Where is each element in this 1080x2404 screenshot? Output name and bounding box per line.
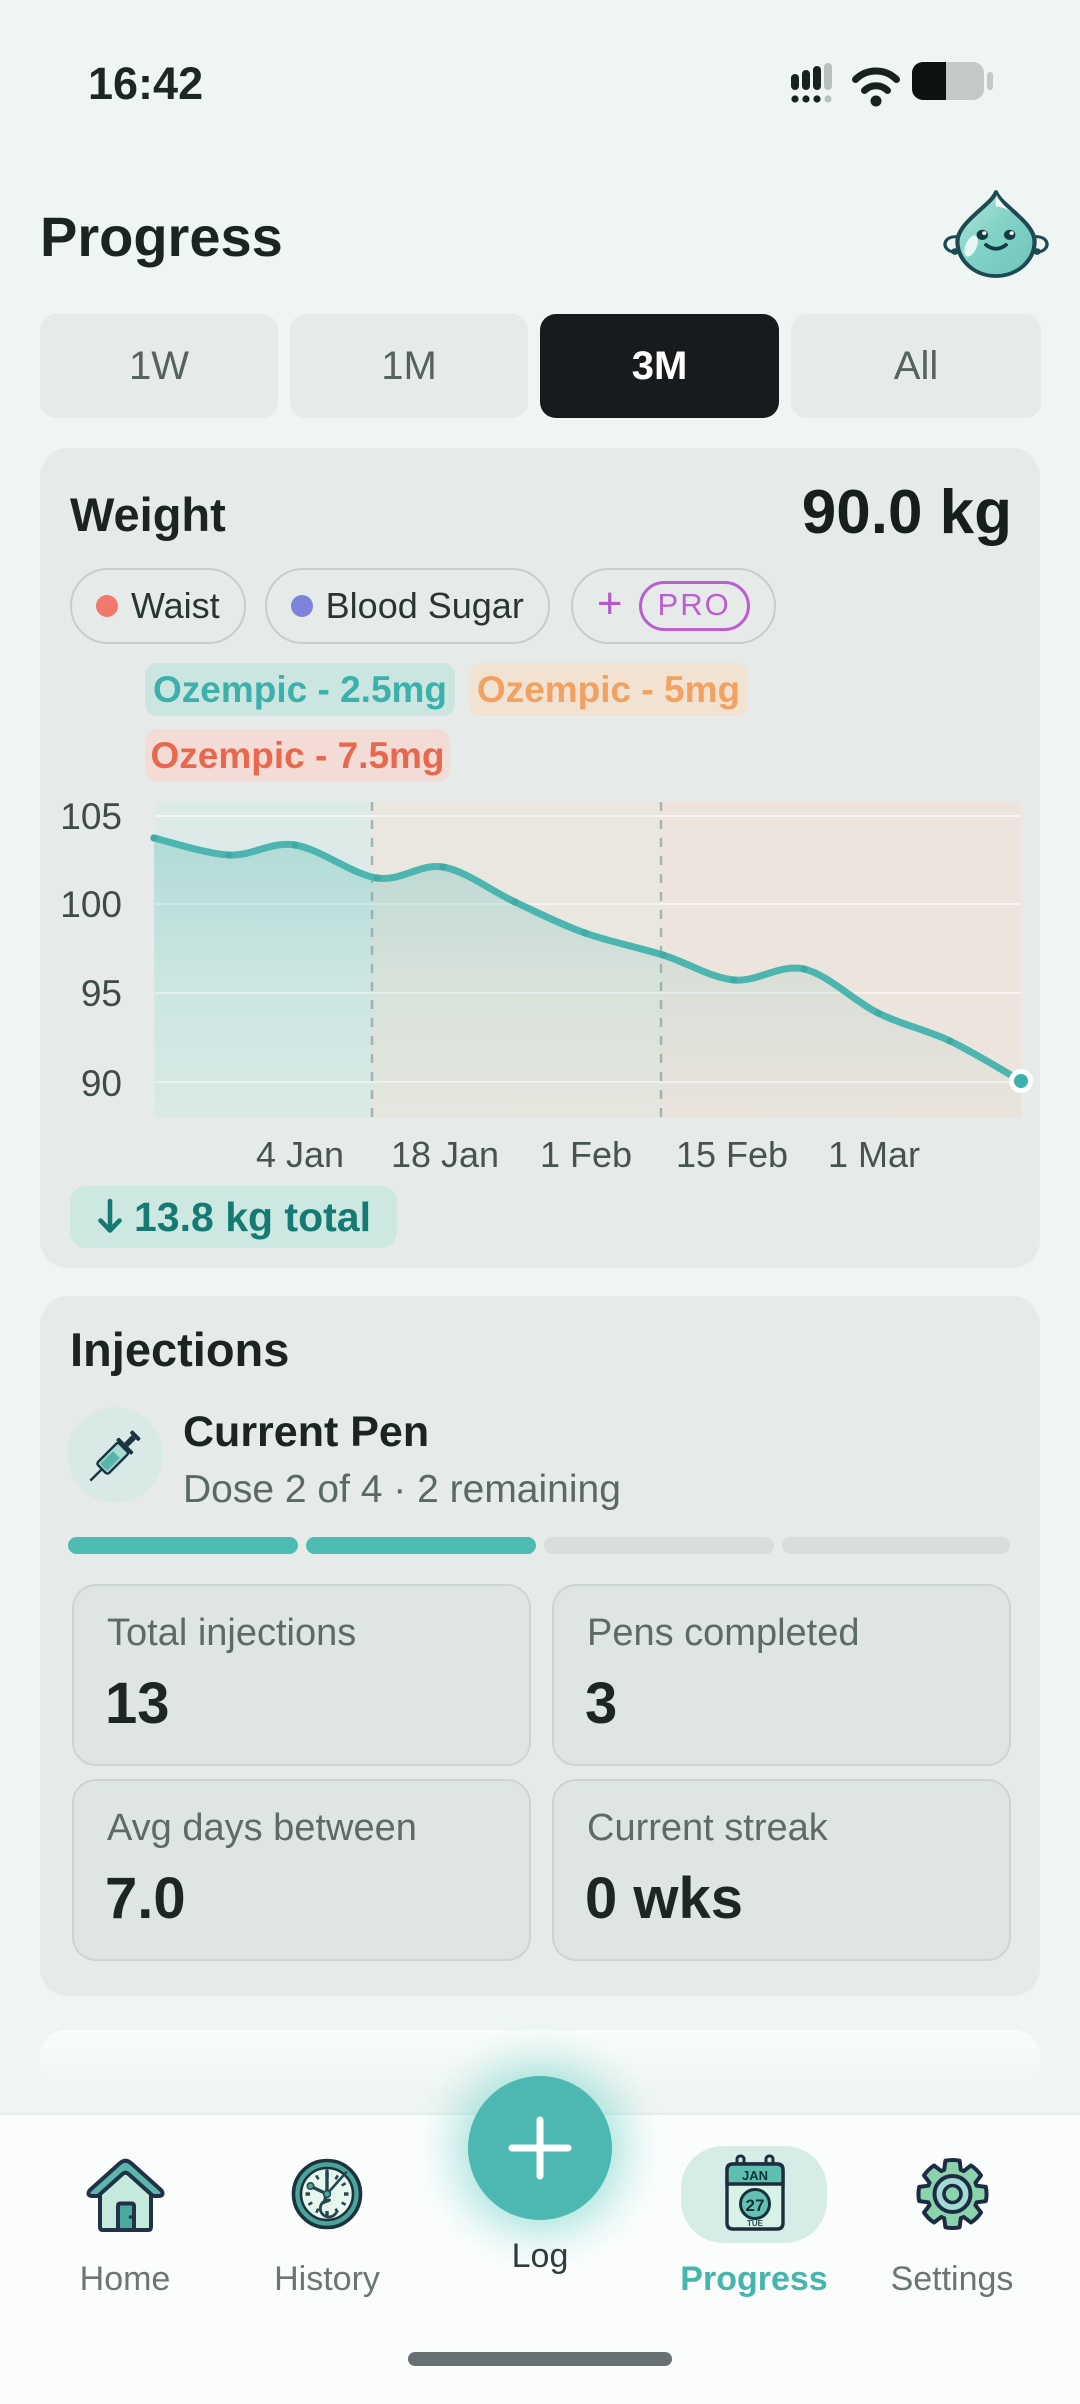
svg-text:15 Feb: 15 Feb <box>676 1134 788 1175</box>
svg-text:4 Jan: 4 Jan <box>256 1134 344 1175</box>
svg-text:1 Mar: 1 Mar <box>828 1134 920 1175</box>
svg-text:100: 100 <box>60 884 122 925</box>
svg-text:90: 90 <box>81 1063 122 1104</box>
svg-text:JAN: JAN <box>742 2168 768 2183</box>
svg-text:95: 95 <box>81 973 122 1014</box>
svg-text:1 Feb: 1 Feb <box>540 1134 632 1175</box>
svg-text:105: 105 <box>60 796 122 837</box>
svg-text:27: 27 <box>746 2196 765 2215</box>
svg-text:18 Jan: 18 Jan <box>391 1134 499 1175</box>
svg-text:TUE: TUE <box>747 2219 764 2228</box>
